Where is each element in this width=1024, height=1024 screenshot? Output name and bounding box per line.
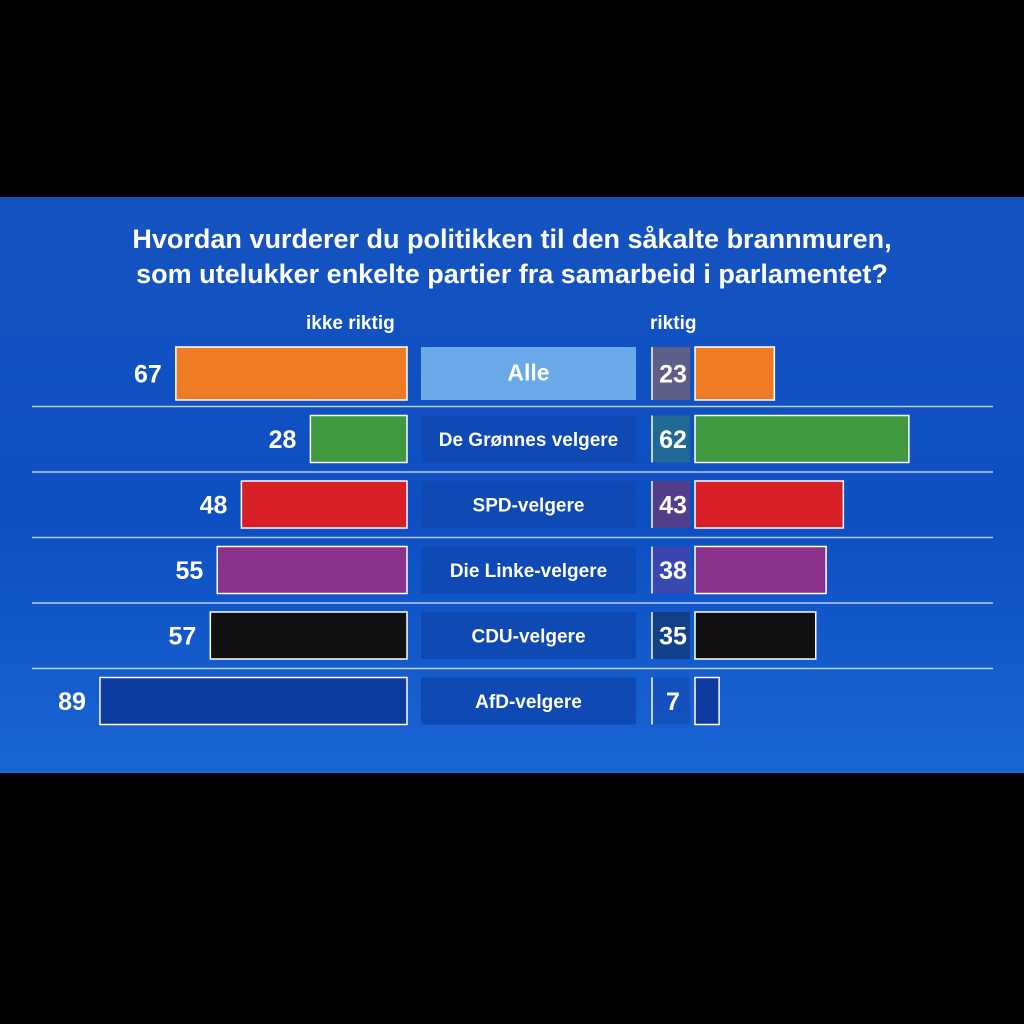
value-box-riktig-cdu-velgere xyxy=(652,612,690,659)
category-box-cdu-velgere xyxy=(421,612,636,659)
value-label-riktig-spd-velgere: 43 xyxy=(659,492,687,520)
column-header-ikke-riktig: ikke riktig xyxy=(306,313,395,334)
bar-riktig-spd-velgere xyxy=(694,480,845,529)
value-label-ikke-riktig-alle: 67 xyxy=(134,361,162,389)
chart-title-line-1: Hvordan vurderer du politikken til den s… xyxy=(132,224,892,254)
value-label-riktig-alle: 23 xyxy=(659,361,687,389)
category-box-spd-velgere xyxy=(421,481,636,528)
value-box-riktig-alle xyxy=(652,347,690,400)
value-label-ikke-riktig-die-linke-velgere: 55 xyxy=(175,557,203,585)
category-box-alle xyxy=(421,347,636,400)
category-label-cdu-velgere: CDU-velgere xyxy=(471,627,585,648)
category-box-de-gronnes-velgere xyxy=(421,415,636,463)
value-box-riktig-de-gronnes-velgere xyxy=(652,415,690,463)
category-label-die-linke-velgere: Die Linke-velgere xyxy=(450,561,607,582)
category-label-afd-velgere: AfD-velgere xyxy=(475,692,582,713)
value-label-riktig-afd-velgere: 7 xyxy=(666,688,680,716)
bar-ikke-riktig-die-linke-velgere xyxy=(216,545,408,595)
value-box-riktig-die-linke-velgere xyxy=(652,546,690,594)
value-label-ikke-riktig-de-gronnes-velgere: 28 xyxy=(269,426,297,454)
category-box-die-linke-velgere xyxy=(421,546,636,594)
value-box-riktig-spd-velgere xyxy=(652,481,690,528)
value-label-riktig-cdu-velgere: 35 xyxy=(659,623,687,651)
value-box-riktig-afd-velgere xyxy=(652,677,690,725)
chart-title: Hvordan vurderer du politikken til den s… xyxy=(0,222,1024,292)
bar-riktig-die-linke-velgere xyxy=(694,545,827,595)
bar-ikke-riktig-afd-velgere xyxy=(99,676,408,726)
bar-ikke-riktig-de-gronnes-velgere xyxy=(309,414,408,464)
category-label-spd-velgere: SPD-velgere xyxy=(473,496,585,517)
value-label-riktig-de-gronnes-velgere: 62 xyxy=(659,426,687,454)
bar-riktig-de-gronnes-velgere xyxy=(694,414,910,464)
bar-riktig-alle xyxy=(694,346,776,401)
bar-ikke-riktig-cdu-velgere xyxy=(209,611,408,660)
value-label-ikke-riktig-cdu-velgere: 57 xyxy=(169,623,197,651)
value-label-ikke-riktig-spd-velgere: 48 xyxy=(200,492,228,520)
category-label-de-gronnes-velgere: De Grønnes velgere xyxy=(439,430,619,451)
bar-riktig-afd-velgere xyxy=(694,676,720,726)
bar-ikke-riktig-alle xyxy=(175,346,408,401)
column-header-riktig: riktig xyxy=(650,313,697,334)
chart-title-line-2: som utelukker enkelte partier fra samarb… xyxy=(136,259,888,289)
bar-riktig-cdu-velgere xyxy=(694,611,817,660)
bar-ikke-riktig-spd-velgere xyxy=(240,480,408,529)
value-label-riktig-die-linke-velgere: 38 xyxy=(659,557,687,585)
value-label-ikke-riktig-afd-velgere: 89 xyxy=(58,688,86,716)
category-box-afd-velgere xyxy=(421,677,636,725)
category-label-alle: Alle xyxy=(507,360,549,386)
